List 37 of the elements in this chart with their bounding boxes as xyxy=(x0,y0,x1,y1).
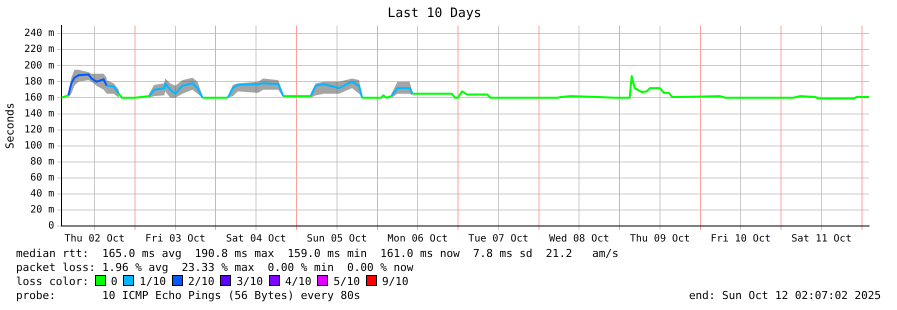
y-tick-label: 120 m xyxy=(24,124,54,136)
y-tick-label: 240 m xyxy=(24,28,54,40)
legend-label: 1/10 xyxy=(139,275,166,288)
y-tick-label: 140 m xyxy=(24,108,54,120)
legend-label: 2/10 xyxy=(188,275,214,288)
text: end: Sun Oct 12 02:07:02 2025 xyxy=(688,289,881,303)
x-tick-label: Sat 04 Oct xyxy=(226,234,286,245)
y-tick-label: 60 m xyxy=(30,172,54,184)
legend-label: 9/10 xyxy=(382,275,408,288)
x-tick-label: Sat 11 Oct xyxy=(791,234,852,245)
y-tick-label: 0 xyxy=(48,220,54,232)
text: packet loss: 1.96 % avg 23.33 % max 0.00 % min 0.00 % now xyxy=(16,261,414,275)
legend-label: 3/10 xyxy=(236,275,263,288)
x-tick-label: Tue 07 Oct xyxy=(468,234,529,245)
x-tick-label: Mon 06 Oct xyxy=(388,234,448,245)
x-tick-label: Thu 02 Oct xyxy=(64,234,125,245)
text: median rtt: 165.0 ms avg 190.8 ms max 159.0 ms min 161.0 ms now 7.8 ms sd 21.2 am/s xyxy=(16,247,620,261)
y-tick-label: 220 m xyxy=(24,44,54,56)
y-tick-label: 180 m xyxy=(24,76,54,88)
legend-label: 4/10 xyxy=(284,275,312,288)
legend-label: 0 xyxy=(110,275,118,288)
y-tick-label: 160 m xyxy=(24,92,54,104)
y-tick-label: 80 m xyxy=(30,156,54,168)
y-tick-label: 200 m xyxy=(24,60,54,72)
x-tick-label: Fri 10 Oct xyxy=(710,234,771,245)
text: probe: 10 ICMP Echo Pings (56 Bytes) every 80s xyxy=(16,289,360,302)
legend-title: loss color: xyxy=(16,275,89,288)
x-tick-label: Wed 08 Oct xyxy=(549,234,610,245)
chart-title: Last 10 Days xyxy=(388,6,482,22)
x-tick-label: Sun 05 Oct xyxy=(306,234,367,245)
y-tick-label: 20 m xyxy=(30,204,54,216)
x-tick-label: Thu 09 Oct xyxy=(630,234,690,245)
y-tick-label: 100 m xyxy=(24,140,54,152)
y-axis-title: Seconds xyxy=(3,102,16,149)
x-tick-label: Fri 03 Oct xyxy=(145,234,206,245)
y-tick-label: 40 m xyxy=(30,188,54,200)
legend-label: 5/10 xyxy=(333,275,360,288)
